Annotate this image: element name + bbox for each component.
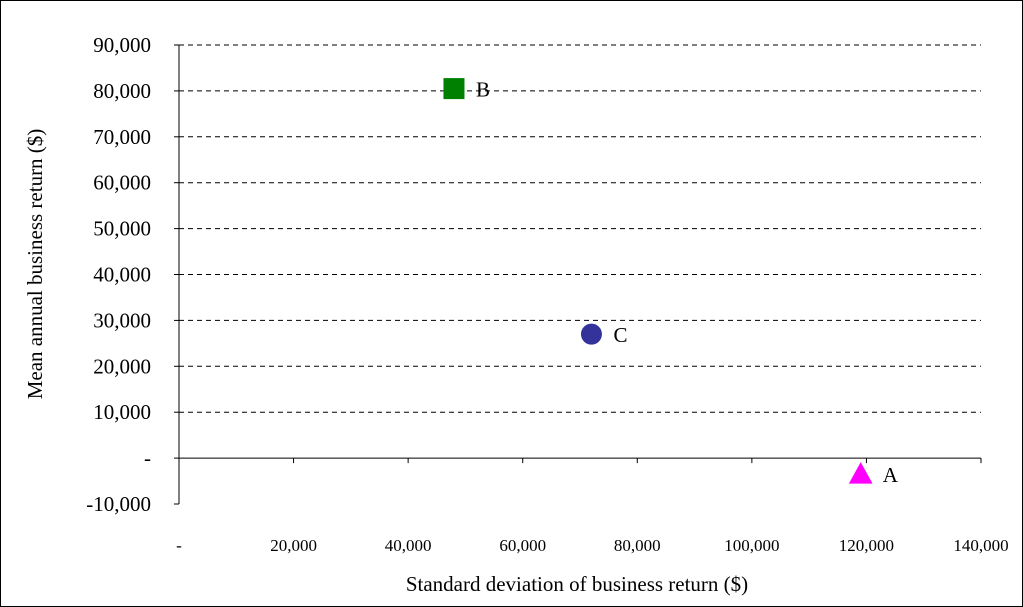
y-tick-label: 90,000: [93, 33, 151, 57]
y-tick-label: 70,000: [93, 125, 151, 149]
point-A-triangle-marker: [848, 462, 873, 484]
y-axis-title: Mean annual business return ($): [23, 129, 47, 400]
point-A-label: A: [883, 463, 899, 487]
gridlines: [179, 44, 981, 413]
axes: -10,000-10,00020,00030,00040,00050,00060…: [86, 33, 1008, 555]
x-tick-label: 80,000: [614, 536, 661, 555]
x-axis-title: Standard deviation of business return ($…: [406, 572, 748, 596]
point-B-square-marker: [443, 78, 465, 100]
x-tick-label: 100,000: [724, 536, 779, 555]
x-tick-label: 20,000: [270, 536, 317, 555]
x-tick-label: 40,000: [385, 536, 432, 555]
data-points: A B C: [443, 78, 899, 487]
x-tick-label: 60,000: [499, 536, 546, 555]
x-tick-label: 120,000: [839, 536, 894, 555]
point-C-label: C: [613, 323, 627, 347]
point-B-label: B: [476, 78, 490, 102]
y-tick-label: -: [144, 446, 151, 470]
x-tick-label: -: [176, 536, 182, 555]
x-tick-label: 140,000: [953, 536, 1008, 555]
y-tick-label: 10,000: [93, 400, 151, 424]
y-tick-label: 40,000: [93, 263, 151, 287]
point-C-circle-marker: [580, 323, 602, 345]
y-tick-label: 30,000: [93, 308, 151, 332]
y-tick-label: 80,000: [93, 79, 151, 103]
y-tick-label: -10,000: [86, 492, 151, 516]
y-tick-label: 20,000: [93, 354, 151, 378]
y-tick-label: 50,000: [93, 217, 151, 241]
y-tick-label: 60,000: [93, 171, 151, 195]
